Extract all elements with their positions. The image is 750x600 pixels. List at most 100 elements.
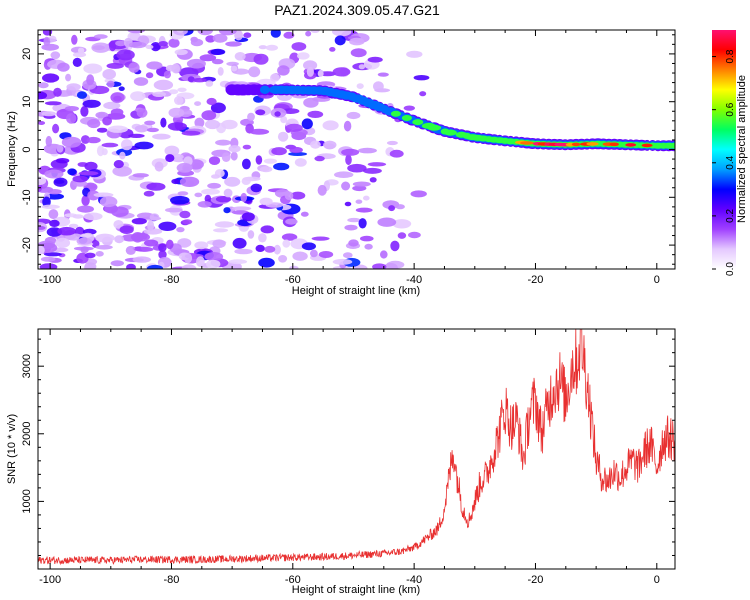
spectrogram-noise-blob bbox=[113, 220, 124, 229]
spectrogram-noise-blob bbox=[306, 66, 314, 77]
spectrogram-noise-blob bbox=[234, 248, 253, 255]
spectrogram-noise-blob bbox=[419, 91, 427, 97]
spectrogram-noise-blob bbox=[297, 52, 310, 60]
spectrogram-noise-blob bbox=[110, 108, 124, 116]
spectrogram-noise-blob bbox=[130, 91, 146, 101]
spectrogram-noise-blob bbox=[192, 78, 207, 83]
spectrogram-noise-blob bbox=[367, 56, 383, 63]
x-tick-label: -80 bbox=[164, 274, 180, 286]
spectrogram-noise-blob bbox=[80, 233, 92, 238]
spectrogram-noise-blob bbox=[152, 133, 171, 140]
spectrogram-noise-blob bbox=[73, 246, 94, 251]
spectrogram-noise-blob bbox=[170, 195, 190, 205]
spectrogram-noise-blob bbox=[232, 237, 247, 249]
colorbar-label: Normalized spectral amplitude bbox=[736, 75, 748, 223]
spectrogram-noise-blob bbox=[277, 65, 290, 76]
colorbar: 0.0 0.2 0.4 0.6 0.8 Normalized spectral ampl… bbox=[712, 30, 748, 276]
spectrogram-noise-blob bbox=[125, 245, 136, 255]
spectrogram-noise-blob bbox=[199, 54, 217, 62]
spectrogram-noise-blob bbox=[357, 147, 377, 154]
spectrogram-noise-blob bbox=[72, 214, 84, 219]
spectrogram-noise-blob bbox=[146, 61, 163, 70]
spectrogram-noise-blob bbox=[301, 118, 313, 130]
spectrogram-noise-blob bbox=[134, 246, 154, 252]
spectrogram-ridge-segment bbox=[259, 85, 270, 95]
spectrogram-noise-blob bbox=[383, 262, 398, 269]
snr-series-line bbox=[38, 329, 675, 566]
spectrogram-noise-blob bbox=[66, 113, 77, 124]
spectrogram-noise-blob bbox=[263, 158, 277, 164]
spectrogram-noise-blob bbox=[218, 30, 237, 36]
spectrogram-noise-blob bbox=[406, 50, 423, 58]
spectrogram-noise-blob bbox=[128, 41, 147, 49]
spectrogram-noise-blob bbox=[240, 192, 248, 202]
spectrogram-noise-blob bbox=[212, 239, 226, 248]
spectrogram-noise-blob bbox=[83, 63, 103, 74]
spectrogram-noise-blob bbox=[271, 147, 287, 156]
spectrogram-noise-blob bbox=[96, 127, 108, 133]
x-tick-label: -20 bbox=[528, 274, 544, 286]
spectrogram-noise-blob bbox=[150, 42, 161, 52]
colorbar-tick-label: 0.2 bbox=[725, 209, 736, 223]
spectrogram-noise-blob bbox=[413, 75, 430, 81]
spectrogram-noise-blob bbox=[230, 65, 238, 72]
colorbar-tick-label: 0.6 bbox=[725, 102, 736, 116]
snr-x-label: Height of straight line (km) bbox=[292, 584, 420, 596]
spectrogram-noise-blob bbox=[39, 263, 58, 269]
spectrogram-noise-blob bbox=[210, 48, 226, 56]
spectrogram-noise-blob bbox=[386, 140, 398, 146]
spectrogram-noise-blob bbox=[234, 30, 244, 41]
x-tick-label: -80 bbox=[164, 574, 180, 586]
spectrogram-noise-blob bbox=[171, 178, 180, 185]
spectrogram-noise-blob bbox=[171, 63, 181, 74]
spectrogram-noise-blob bbox=[250, 183, 262, 193]
spectrogram-noise-blob bbox=[95, 111, 109, 119]
spectrogram-noise-blob bbox=[146, 127, 159, 133]
spectrogram-noise-blob bbox=[347, 163, 367, 173]
spectrogram-noise-blob bbox=[165, 154, 175, 163]
spectrogram-noise-blob bbox=[241, 177, 251, 186]
snr-frame bbox=[37, 328, 676, 570]
spectrogram-noise-blob bbox=[147, 264, 163, 269]
spectrogram-noise-blob bbox=[349, 37, 365, 46]
spectrogram-noise-blob bbox=[130, 232, 150, 242]
spectrogram-noise-blob bbox=[149, 213, 160, 221]
spectrogram-noise-blob bbox=[213, 228, 229, 233]
snr-y-label: SNR (10 * v/v) bbox=[6, 414, 18, 484]
spectrogram-noise-blob bbox=[303, 60, 318, 71]
y-tick-label: 0 bbox=[21, 146, 33, 152]
x-tick-label: 0 bbox=[654, 274, 660, 286]
spectrogram-noise-blob bbox=[53, 87, 62, 97]
spectrogram-noise-blob bbox=[372, 263, 387, 269]
spectrogram-noise-blob bbox=[56, 144, 64, 153]
spectrogram-noise-blob bbox=[87, 190, 100, 201]
spectrogram-noise-blob bbox=[355, 207, 373, 213]
spectrogram-x-label: Height of straight line (km) bbox=[292, 285, 420, 297]
spectrogram-noise-blob bbox=[367, 162, 387, 167]
spectrogram-noise-blob bbox=[76, 91, 88, 99]
spectrogram-noise-blob bbox=[341, 148, 360, 156]
spectrogram-noise-blob bbox=[106, 80, 115, 88]
spectrogram-noise-blob bbox=[388, 205, 395, 212]
spectrogram-noise-blob bbox=[76, 237, 93, 245]
spectrogram-noise-blob bbox=[77, 205, 94, 213]
spectrogram-noise-blob bbox=[215, 139, 232, 146]
spectrogram-noise-blob bbox=[310, 249, 318, 258]
spectrogram-noise-blob bbox=[221, 152, 231, 163]
spectrogram-noise-blob bbox=[356, 83, 364, 89]
y-tick-label: 3000 bbox=[21, 354, 33, 378]
spectrogram-noise-blob bbox=[102, 69, 116, 80]
spectrogram-noise-blob bbox=[181, 264, 197, 269]
spectrogram-noise-blob bbox=[174, 96, 184, 105]
spectrogram-noise-blob bbox=[186, 58, 206, 69]
spectrogram-noise-blob bbox=[160, 117, 167, 128]
spectrogram-noise-blob bbox=[57, 62, 70, 72]
spectrogram-noise-blob bbox=[334, 171, 354, 178]
colorbar-tick-label: 0.4 bbox=[725, 155, 736, 169]
spectrogram-noise-blob bbox=[301, 242, 316, 251]
spectrogram-noise-blob bbox=[112, 166, 132, 177]
spectrogram-noise-blob bbox=[334, 35, 346, 46]
spectrogram-noise-blob bbox=[144, 120, 156, 126]
spectrogram-noise-blob bbox=[258, 45, 268, 50]
